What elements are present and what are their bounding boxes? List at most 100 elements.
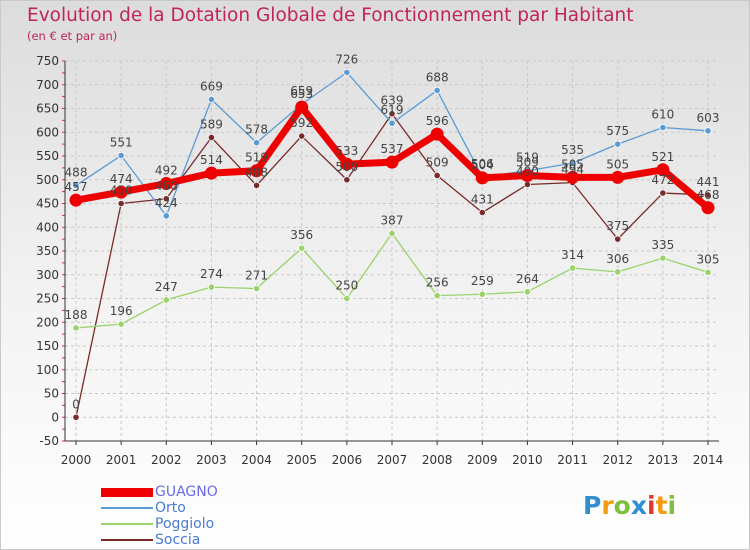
point-soccia (433, 171, 441, 180)
legend-swatch-guagno (101, 487, 153, 497)
data-label-poggiolo: 305 (697, 252, 720, 266)
x-tick-label: 2003 (196, 453, 227, 467)
data-label-soccia: 488 (245, 165, 268, 179)
data-label-orto: 535 (561, 143, 584, 157)
point-soccia (298, 132, 306, 140)
data-label-guagno: 519 (245, 151, 268, 165)
data-label-orto: 506 (471, 157, 494, 171)
legend-swatch-poggiolo (101, 523, 153, 525)
point-guagno (295, 100, 309, 114)
point-poggiolo (207, 283, 216, 291)
data-label-poggiolo: 259 (471, 274, 494, 288)
logo-letter: P (583, 491, 602, 520)
point-poggiolo (478, 290, 486, 298)
legend-label-soccia: Soccia (155, 532, 201, 548)
x-tick-label: 2007 (377, 453, 408, 467)
data-label-poggiolo: 314 (561, 248, 584, 262)
logo-letter: i (667, 491, 677, 520)
data-label-poggiolo: 306 (606, 252, 629, 266)
axis-layer: -50 0 50 100 150 200 250 300 350 400 450 500 550 600 6… (36, 54, 723, 467)
data-label-poggiolo: 250 (335, 279, 358, 293)
data-label-poggiolo: 188 (65, 308, 88, 322)
data-label-guagno: 505 (606, 157, 629, 171)
proxiti-logo: Proxiti (583, 491, 676, 520)
data-label-guagno: 468 (697, 188, 720, 202)
point-guagno (114, 185, 128, 199)
data-label-orto: 669 (200, 79, 223, 93)
point-poggiolo (568, 264, 577, 272)
point-orto (162, 212, 170, 220)
point-soccia (72, 413, 80, 421)
point-poggiolo (704, 268, 712, 276)
point-guagno (475, 171, 489, 185)
data-label-poggiolo: 356 (290, 228, 313, 242)
point-soccia (162, 195, 170, 203)
y-tick-label: 150 (36, 339, 59, 353)
point-guagno (340, 157, 354, 171)
data-label-soccia: 494 (561, 163, 584, 177)
point-poggiolo (343, 294, 351, 303)
point-orto (704, 127, 712, 135)
logo-letter: o (613, 491, 631, 520)
data-label-guagno: 533 (335, 144, 358, 158)
point-guagno (204, 166, 218, 180)
legend-label-poggiolo: Poggiolo (155, 516, 215, 532)
legend-item-poggiolo: Poggiolo (101, 516, 218, 532)
point-poggiolo (298, 244, 306, 252)
data-label-poggiolo: 264 (516, 272, 539, 286)
data-label-guagno: 596 (426, 114, 449, 128)
point-orto (568, 159, 577, 167)
y-tick-label: 600 (36, 125, 59, 139)
data-label-guagno: 504 (471, 158, 494, 172)
point-orto (388, 119, 396, 127)
data-label-orto: 578 (245, 123, 268, 137)
data-label-soccia: 0 (72, 397, 80, 411)
series-layer (69, 68, 715, 421)
data-label-poggiolo: 256 (426, 276, 449, 290)
logo-letter: x (630, 491, 647, 520)
data-label-soccia: 490 (516, 165, 539, 179)
legend-label-orto: Orto (155, 500, 186, 516)
data-label-soccia: 509 (426, 155, 449, 169)
data-label-orto: 519 (516, 151, 539, 165)
y-tick-label: 700 (36, 78, 59, 92)
point-poggiolo (72, 324, 80, 332)
x-tick-label: 2001 (106, 453, 137, 467)
x-tick-label: 2014 (693, 453, 724, 467)
data-label-soccia: 500 (335, 160, 358, 174)
point-soccia (388, 110, 396, 118)
point-soccia (523, 180, 532, 189)
label-layer: 188 196 247 274 271 356 250 387 256 259 264 314 306 3… (65, 52, 720, 411)
point-guagno (430, 127, 444, 141)
chart-subtitle: (en € et par an) (27, 29, 118, 43)
legend-item-guagno: GUAGNO (101, 484, 218, 500)
point-guagno (159, 177, 173, 191)
chart-title: Evolution de la Dotation Globale de Fonc… (27, 5, 634, 26)
data-label-orto: 659 (290, 84, 313, 98)
data-label-guagno: 457 (65, 180, 88, 194)
data-label-guagno: 492 (155, 164, 178, 178)
data-label-orto: 603 (697, 111, 720, 125)
data-label-guagno: 505 (561, 157, 584, 171)
point-soccia (614, 235, 622, 243)
data-label-guagno: 653 (290, 87, 313, 101)
y-tick-label: 200 (36, 315, 59, 329)
data-label-guagno: 514 (200, 153, 223, 167)
point-guagno (250, 164, 264, 178)
point-soccia (704, 191, 712, 199)
point-guagno (566, 170, 580, 184)
data-label-orto: 424 (155, 196, 178, 210)
data-label-orto: 575 (606, 124, 629, 138)
x-tick-label: 2002 (151, 453, 182, 467)
legend-item-soccia: Soccia (101, 532, 218, 548)
y-tick-label: 0 (51, 410, 59, 424)
point-guagno (611, 170, 625, 184)
data-label-orto: 726 (335, 52, 358, 66)
data-label-soccia: 460 (155, 179, 178, 193)
point-orto (252, 139, 261, 147)
data-label-orto: 551 (110, 136, 133, 150)
point-poggiolo (117, 320, 125, 328)
point-poggiolo (388, 229, 396, 238)
data-label-soccia: 639 (381, 94, 404, 108)
point-soccia (343, 176, 351, 184)
